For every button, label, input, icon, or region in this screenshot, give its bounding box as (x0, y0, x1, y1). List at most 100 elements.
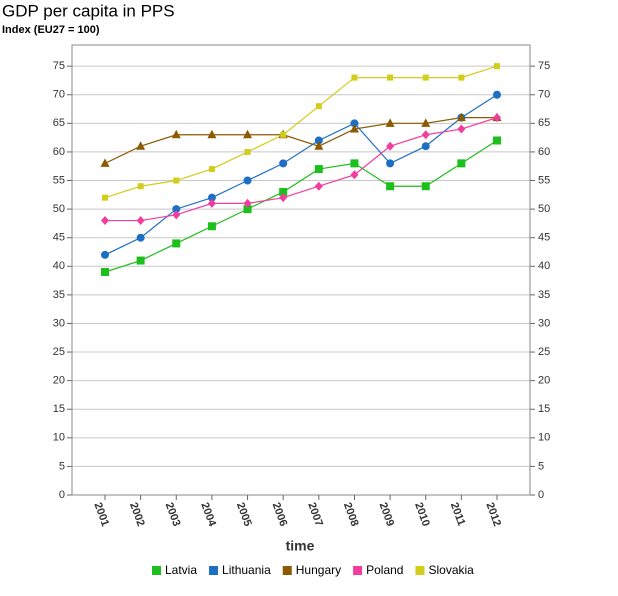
x-tick-label: 2010 (412, 501, 432, 528)
y2-tick-label: 20 (538, 375, 550, 387)
y2-tick-label: 75 (538, 60, 550, 72)
marker (101, 268, 109, 277)
marker (494, 63, 500, 70)
y-tick-label: 15 (53, 403, 65, 415)
marker (207, 193, 216, 202)
plot-frame (71, 44, 531, 496)
marker (100, 158, 110, 167)
marker (314, 181, 323, 191)
marker (493, 90, 501, 99)
chart-title: GDP per capita in PPS (2, 1, 175, 20)
marker (421, 118, 431, 127)
marker (243, 198, 252, 208)
x-tick-label: 2004 (198, 501, 218, 529)
y2-tick-label: 50 (538, 203, 550, 215)
x-tick-label: 2009 (377, 501, 397, 528)
y2-tick-label: 55 (538, 174, 550, 186)
marker (207, 198, 216, 208)
legend-label: Hungary (296, 563, 341, 577)
y2-tick-label: 40 (538, 260, 550, 272)
y-tick-label: 35 (53, 289, 65, 301)
marker (279, 193, 288, 203)
x-tick-label: 2011 (448, 501, 467, 528)
marker (457, 159, 466, 168)
marker (349, 124, 359, 133)
y-tick-label: 45 (53, 232, 65, 244)
x-tick-label: 2012 (483, 501, 503, 528)
y-tick-label: 0 (59, 489, 65, 501)
x-axis-title: time (286, 538, 315, 554)
marker (314, 136, 323, 145)
x-tick-label: 2007 (305, 501, 325, 528)
x-tick-label: 2008 (341, 501, 361, 528)
marker (136, 233, 145, 242)
marker (421, 142, 430, 151)
marker (387, 74, 394, 81)
legend-swatch (282, 566, 292, 575)
marker (102, 194, 108, 201)
y-tick-label: 10 (53, 432, 65, 444)
legend-swatch (353, 566, 363, 575)
marker (421, 182, 430, 191)
y2-tick-label: 15 (538, 403, 550, 415)
marker (173, 177, 180, 184)
marker (243, 129, 253, 139)
y2-tick-label: 10 (538, 432, 550, 444)
series-line (104, 139, 498, 273)
marker (493, 113, 501, 123)
y-tick-label: 50 (53, 203, 65, 215)
legend-label: Latvia (165, 563, 197, 577)
marker (208, 166, 215, 173)
y2-tick-label: 35 (538, 289, 550, 301)
marker (421, 130, 430, 140)
marker (314, 141, 324, 150)
series-line (104, 117, 497, 164)
y-tick-label: 40 (53, 260, 65, 272)
y-tick-label: 65 (53, 117, 65, 129)
y-tick-label: 5 (59, 460, 65, 472)
marker (207, 222, 216, 231)
chart-subtitle: Index (EU27 = 100) (2, 24, 100, 36)
marker (244, 148, 251, 155)
legend-swatch (152, 566, 161, 575)
y-tick-label: 70 (53, 89, 65, 101)
marker (350, 159, 359, 168)
marker (457, 124, 466, 134)
y2-tick-label: 5 (538, 460, 544, 472)
y2-tick-label: 65 (538, 117, 550, 129)
marker (172, 210, 181, 220)
x-tick-label: 2006 (270, 501, 290, 528)
marker (172, 239, 181, 248)
legend-label: Poland (366, 563, 403, 577)
legend-label: Slovakia (428, 563, 474, 577)
y-tick-label: 30 (53, 317, 65, 329)
marker (172, 205, 181, 214)
marker (386, 159, 395, 168)
marker (207, 129, 217, 139)
legend-swatch (209, 566, 219, 575)
y2-tick-label: 45 (538, 232, 550, 244)
y-tick-label: 25 (53, 346, 65, 358)
marker (315, 103, 322, 110)
marker (351, 74, 358, 81)
marker (279, 159, 288, 168)
marker (101, 250, 109, 259)
marker (101, 216, 109, 226)
y-tick-label: 75 (53, 60, 65, 72)
y2-tick-label: 60 (538, 146, 550, 158)
marker (385, 118, 395, 127)
y-tick-label: 55 (53, 174, 65, 186)
y-tick-label: 60 (53, 146, 65, 158)
marker (280, 131, 287, 138)
x-tick-label: 2001 (91, 501, 111, 528)
x-tick-label: 2003 (163, 501, 183, 528)
marker (136, 256, 145, 265)
y2-tick-label: 30 (538, 317, 550, 329)
marker (243, 205, 252, 214)
marker (350, 119, 359, 128)
legend-label: Lithuania (222, 563, 271, 577)
y2-tick-label: 25 (538, 346, 550, 358)
marker (458, 74, 465, 81)
marker (456, 112, 466, 122)
